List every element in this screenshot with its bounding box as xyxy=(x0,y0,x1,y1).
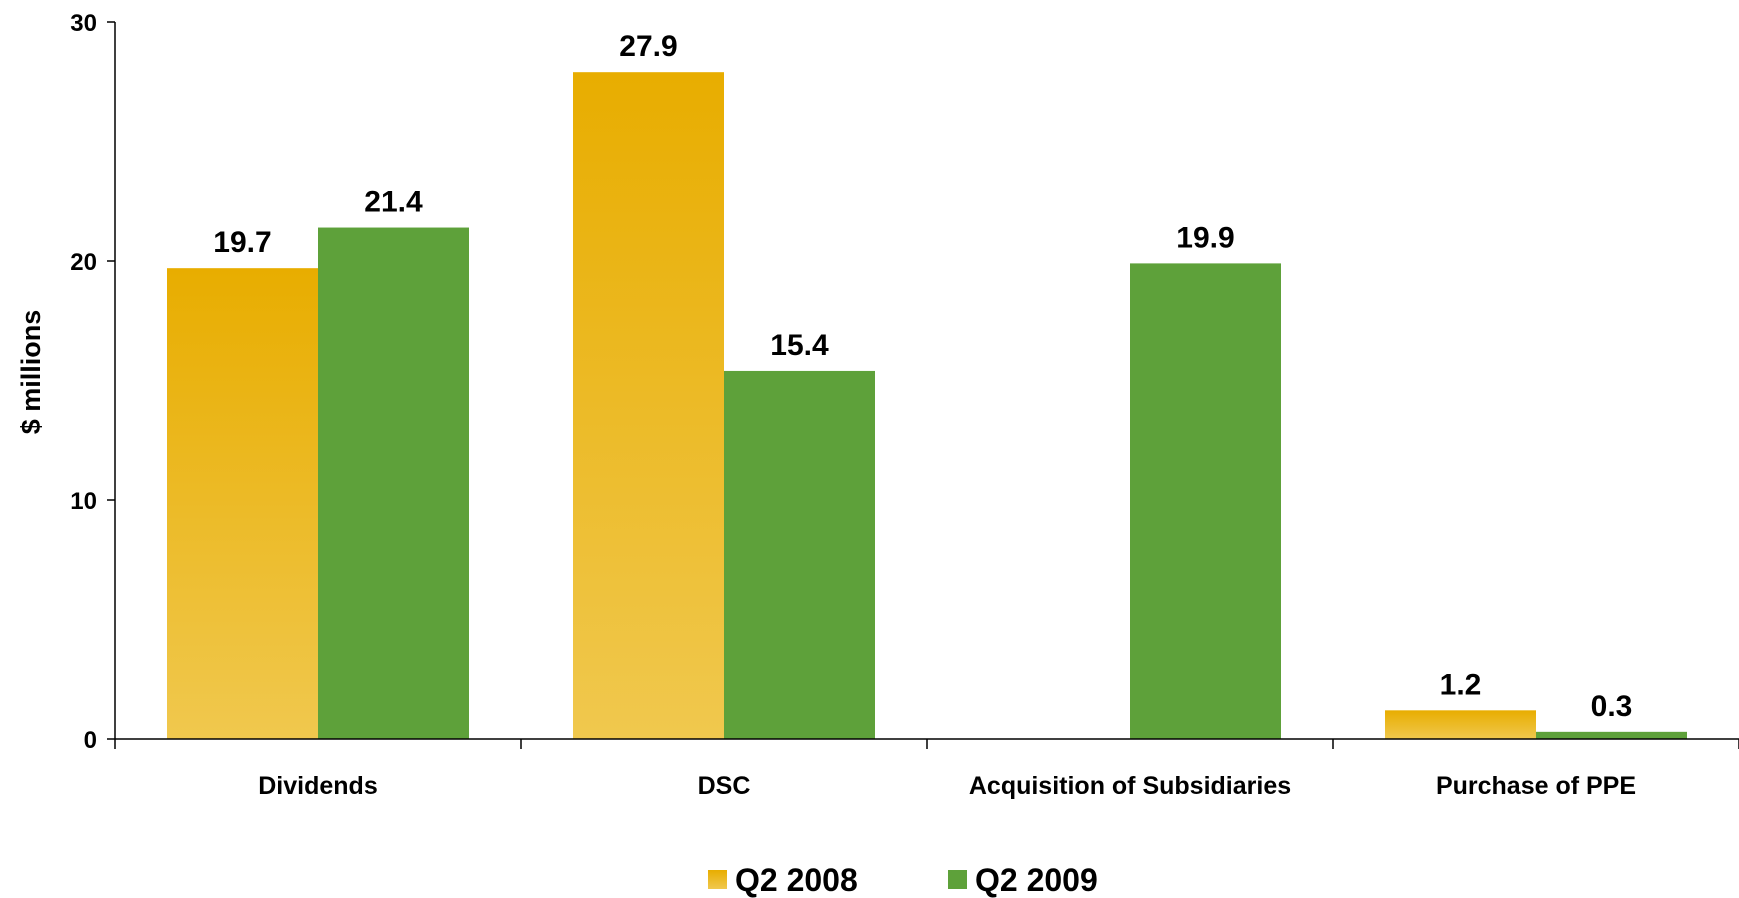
legend-label: Q2 2008 xyxy=(735,862,858,898)
y-tick-label: 10 xyxy=(70,488,97,515)
data-label: 27.9 xyxy=(619,30,677,63)
bar-q2-2008-dividends xyxy=(167,268,318,739)
bar-q2-2009-acquisition-of-subsidiaries xyxy=(1130,263,1281,739)
x-category-label: Purchase of PPE xyxy=(1436,772,1636,800)
legend-swatch xyxy=(948,870,967,889)
data-label: 0.3 xyxy=(1591,690,1633,723)
bar-q2-2008-purchase-of-ppe xyxy=(1385,710,1536,739)
axes-layer: 0 10 20 30 Dividends DSC Acquisition of Subsid… xyxy=(70,10,1739,800)
data-label: 1.2 xyxy=(1440,668,1482,701)
bars-layer xyxy=(167,72,1687,740)
bar-q2-2009-purchase-of-ppe xyxy=(1536,731,1687,739)
bar-q2-2009-dsc xyxy=(724,370,875,739)
legend-label: Q2 2009 xyxy=(975,862,1098,898)
x-category-label: Dividends xyxy=(258,772,377,800)
data-label: 21.4 xyxy=(364,186,423,219)
y-tick-label: 30 xyxy=(70,10,97,37)
y-tick-label: 20 xyxy=(70,249,97,276)
y-axis-title: $ millions xyxy=(16,310,46,435)
x-category-label: DSC xyxy=(698,772,751,800)
labels-layer: 19.7 21.4 27.9 15.4 19.9 1.2 0.3 xyxy=(213,30,1632,723)
data-label: 19.9 xyxy=(1176,221,1234,254)
x-category-label: Acquisition of Subsidiaries xyxy=(969,772,1291,800)
bar-q2-2009-dividends xyxy=(318,227,469,740)
data-label: 19.7 xyxy=(213,226,271,259)
legend-swatch xyxy=(708,870,727,889)
legend: Q2 2008 Q2 2009 xyxy=(708,862,1098,898)
bar-q2-2008-dsc xyxy=(573,72,724,739)
data-label: 15.4 xyxy=(770,329,829,362)
y-tick-label: 0 xyxy=(84,727,97,754)
